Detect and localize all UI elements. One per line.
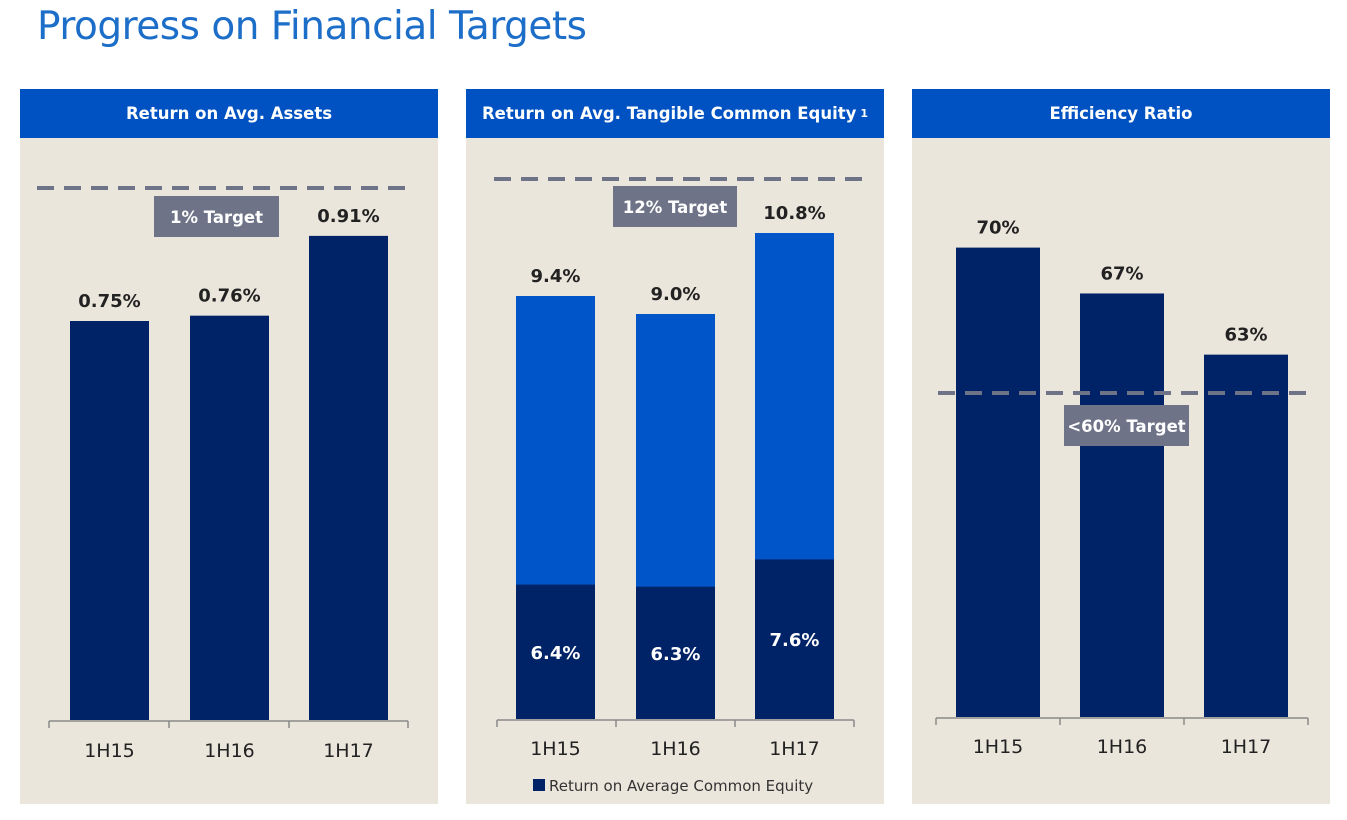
segment-value-label: 6.4% <box>531 643 581 664</box>
value-label: 0.91% <box>317 206 379 227</box>
category-label: 1H15 <box>84 740 135 762</box>
target-label-box <box>613 186 737 227</box>
page-title: Progress on Financial Targets <box>37 4 587 49</box>
target-label-box <box>154 196 279 237</box>
bar <box>956 247 1040 718</box>
category-label: 1H17 <box>769 738 820 760</box>
bar <box>1080 293 1164 717</box>
bar <box>190 315 269 720</box>
bar-segment-roace <box>755 559 834 719</box>
chart-title: Efficiency Ratio <box>1049 104 1193 123</box>
bar-segment-roace <box>516 584 595 719</box>
chart-title: Return on Avg. Tangible Common Equity <box>481 104 857 123</box>
segment-value-label: 6.3% <box>651 644 701 665</box>
category-label: 1H16 <box>1097 736 1148 758</box>
bar <box>309 235 388 720</box>
legend-swatch <box>533 779 545 791</box>
bar <box>70 321 149 720</box>
category-label: 1H15 <box>973 736 1024 758</box>
footnote-marker: 1 <box>860 107 869 120</box>
category-label: 1H16 <box>204 740 255 762</box>
target-label-box <box>1064 405 1189 446</box>
value-label: 10.8% <box>763 203 825 224</box>
chart-title: Return on Avg. Assets <box>125 104 333 123</box>
value-label: 63% <box>1224 325 1267 346</box>
value-label: 67% <box>1100 263 1143 284</box>
category-label: 1H16 <box>650 738 701 760</box>
target-label: <60% Target <box>1067 417 1185 436</box>
value-label: 0.75% <box>78 291 140 312</box>
category-label: 1H17 <box>1221 736 1272 758</box>
value-label: 70% <box>976 218 1019 239</box>
segment-value-label: 7.6% <box>770 630 820 651</box>
category-label: 1H15 <box>530 738 581 760</box>
target-label: 12% Target <box>623 198 728 217</box>
bar-segment-roace <box>636 586 715 719</box>
target-label: 1% Target <box>170 208 263 227</box>
value-label: 9.0% <box>651 284 701 305</box>
legend-label: Return on Average Common Equity <box>549 777 813 795</box>
value-label: 9.4% <box>531 266 581 287</box>
bar <box>1204 354 1288 717</box>
category-label: 1H17 <box>323 740 374 762</box>
value-label: 0.76% <box>198 286 260 307</box>
